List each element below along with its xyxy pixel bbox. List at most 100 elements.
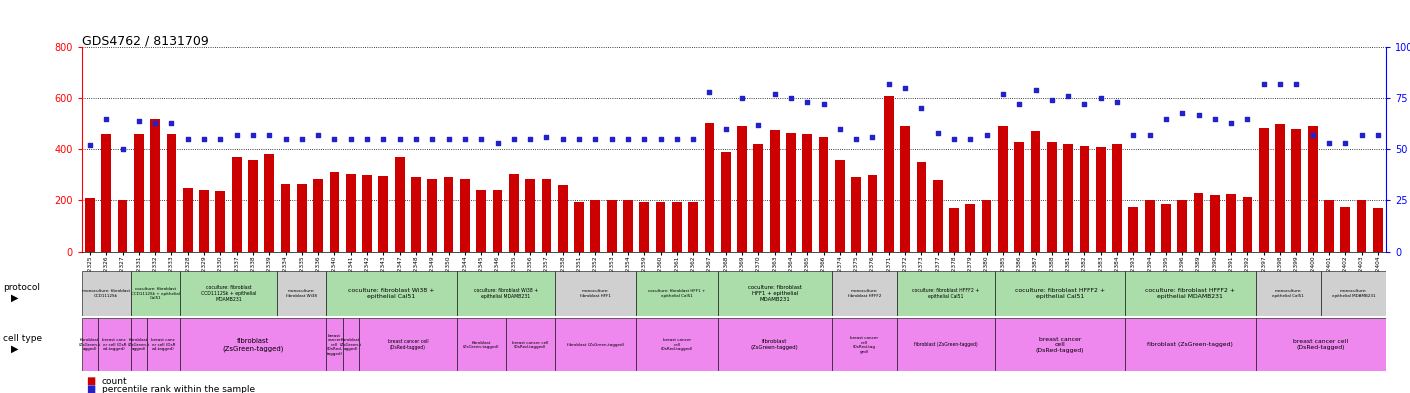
Bar — [506, 318, 554, 371]
Point — [1220, 119, 1242, 126]
Point — [193, 136, 216, 142]
Text: monoculture:
fibroblast HFFF2: monoculture: fibroblast HFFF2 — [847, 290, 881, 298]
Bar — [819, 136, 829, 252]
Point — [1237, 116, 1259, 122]
Text: ■: ■ — [86, 376, 96, 386]
Point — [486, 140, 509, 146]
Bar — [147, 318, 179, 371]
Point — [568, 136, 591, 142]
Text: monoculture:
fibroblast Wi38: monoculture: fibroblast Wi38 — [286, 290, 317, 298]
Bar — [1145, 200, 1155, 252]
Text: breast cancer
cell
(DsRed-tagged): breast cancer cell (DsRed-tagged) — [661, 338, 694, 351]
Bar — [82, 318, 99, 371]
Bar — [1292, 129, 1301, 252]
Bar — [1177, 200, 1187, 252]
Text: coculture: fibroblast HFF1 +
epithelial Cal51: coculture: fibroblast HFF1 + epithelial … — [649, 290, 705, 298]
Bar — [492, 190, 502, 252]
Point — [877, 81, 900, 87]
Point — [730, 95, 753, 101]
Bar — [1256, 271, 1321, 316]
Text: monoculture:
epithelial Cal51: monoculture: epithelial Cal51 — [1272, 290, 1304, 298]
Point — [601, 136, 623, 142]
Point — [1073, 101, 1096, 108]
Point — [991, 91, 1014, 97]
Point — [812, 101, 835, 108]
Bar — [1048, 141, 1056, 252]
Bar — [444, 178, 454, 252]
Point — [1122, 132, 1145, 138]
Bar — [345, 174, 355, 252]
Bar — [558, 185, 568, 252]
Bar — [1210, 195, 1220, 252]
Bar — [1160, 204, 1170, 252]
Point — [1155, 116, 1177, 122]
Bar — [1321, 271, 1386, 316]
Bar — [916, 162, 926, 252]
Bar — [1125, 271, 1256, 316]
Bar — [1194, 193, 1204, 252]
Bar — [835, 160, 845, 252]
Point — [698, 89, 721, 95]
Bar — [554, 271, 636, 316]
Point — [340, 136, 362, 142]
Point — [1204, 116, 1227, 122]
Bar — [705, 123, 715, 252]
Text: fibroblast (ZsGreen-tagged): fibroblast (ZsGreen-tagged) — [1148, 342, 1234, 347]
Bar — [737, 127, 747, 252]
Text: ■: ■ — [86, 384, 96, 393]
Text: GDS4762 / 8131709: GDS4762 / 8131709 — [82, 34, 209, 47]
Bar — [199, 190, 209, 252]
Bar — [1341, 207, 1351, 252]
Bar — [85, 198, 94, 252]
Bar — [688, 202, 698, 252]
Bar — [179, 271, 278, 316]
Text: breast cancer cell
(DsRed-tagged): breast cancer cell (DsRed-tagged) — [512, 341, 548, 349]
Point — [1090, 95, 1112, 101]
Point — [1366, 132, 1389, 138]
Text: fibroblast
(ZsGreen-t
agged): fibroblast (ZsGreen-t agged) — [79, 338, 102, 351]
Bar — [867, 175, 877, 252]
Bar — [427, 179, 437, 252]
Bar — [966, 204, 976, 252]
Point — [715, 126, 737, 132]
Bar — [1125, 318, 1256, 371]
Bar — [554, 318, 636, 371]
Text: coculture: fibroblast HFFF2 +
epithelial MDAMB231: coculture: fibroblast HFFF2 + epithelial… — [1145, 288, 1235, 299]
Text: coculture: fibroblast Wi38 +
epithelial Cal51: coculture: fibroblast Wi38 + epithelial … — [348, 288, 434, 299]
Point — [797, 99, 819, 105]
Text: breast canc
er cell (DsR
ed-tagged): breast canc er cell (DsR ed-tagged) — [103, 338, 127, 351]
Bar — [313, 179, 323, 252]
Text: breast
cancer
cell
(DsRed-
tagged): breast cancer cell (DsRed- tagged) — [326, 334, 343, 356]
Bar — [99, 318, 131, 371]
Bar — [591, 200, 601, 252]
Bar — [949, 208, 959, 252]
Bar — [248, 160, 258, 252]
Point — [894, 85, 917, 91]
Point — [1269, 81, 1292, 87]
Bar — [326, 271, 457, 316]
Bar — [656, 202, 666, 252]
Point — [584, 136, 606, 142]
Bar — [1227, 194, 1237, 252]
Bar — [1324, 200, 1334, 252]
Point — [290, 136, 313, 142]
Point — [763, 91, 785, 97]
Bar — [832, 318, 897, 371]
Point — [536, 134, 558, 140]
Text: breast cancer cell
(DsRed-tagged): breast cancer cell (DsRed-tagged) — [388, 340, 429, 350]
Point — [780, 95, 802, 101]
Point — [747, 122, 770, 128]
Text: coculture: fibroblast HFFF2 +
epithelial Cal51: coculture: fibroblast HFFF2 + epithelial… — [1015, 288, 1105, 299]
Bar — [360, 318, 457, 371]
Text: ▶: ▶ — [11, 344, 18, 354]
Point — [1105, 99, 1128, 105]
Point — [551, 136, 574, 142]
Bar — [933, 180, 943, 252]
Point — [307, 132, 330, 138]
Point — [862, 134, 884, 140]
Point — [666, 136, 688, 142]
Bar — [639, 202, 649, 252]
Point — [502, 136, 525, 142]
Bar — [1242, 196, 1252, 252]
Bar — [216, 191, 226, 252]
